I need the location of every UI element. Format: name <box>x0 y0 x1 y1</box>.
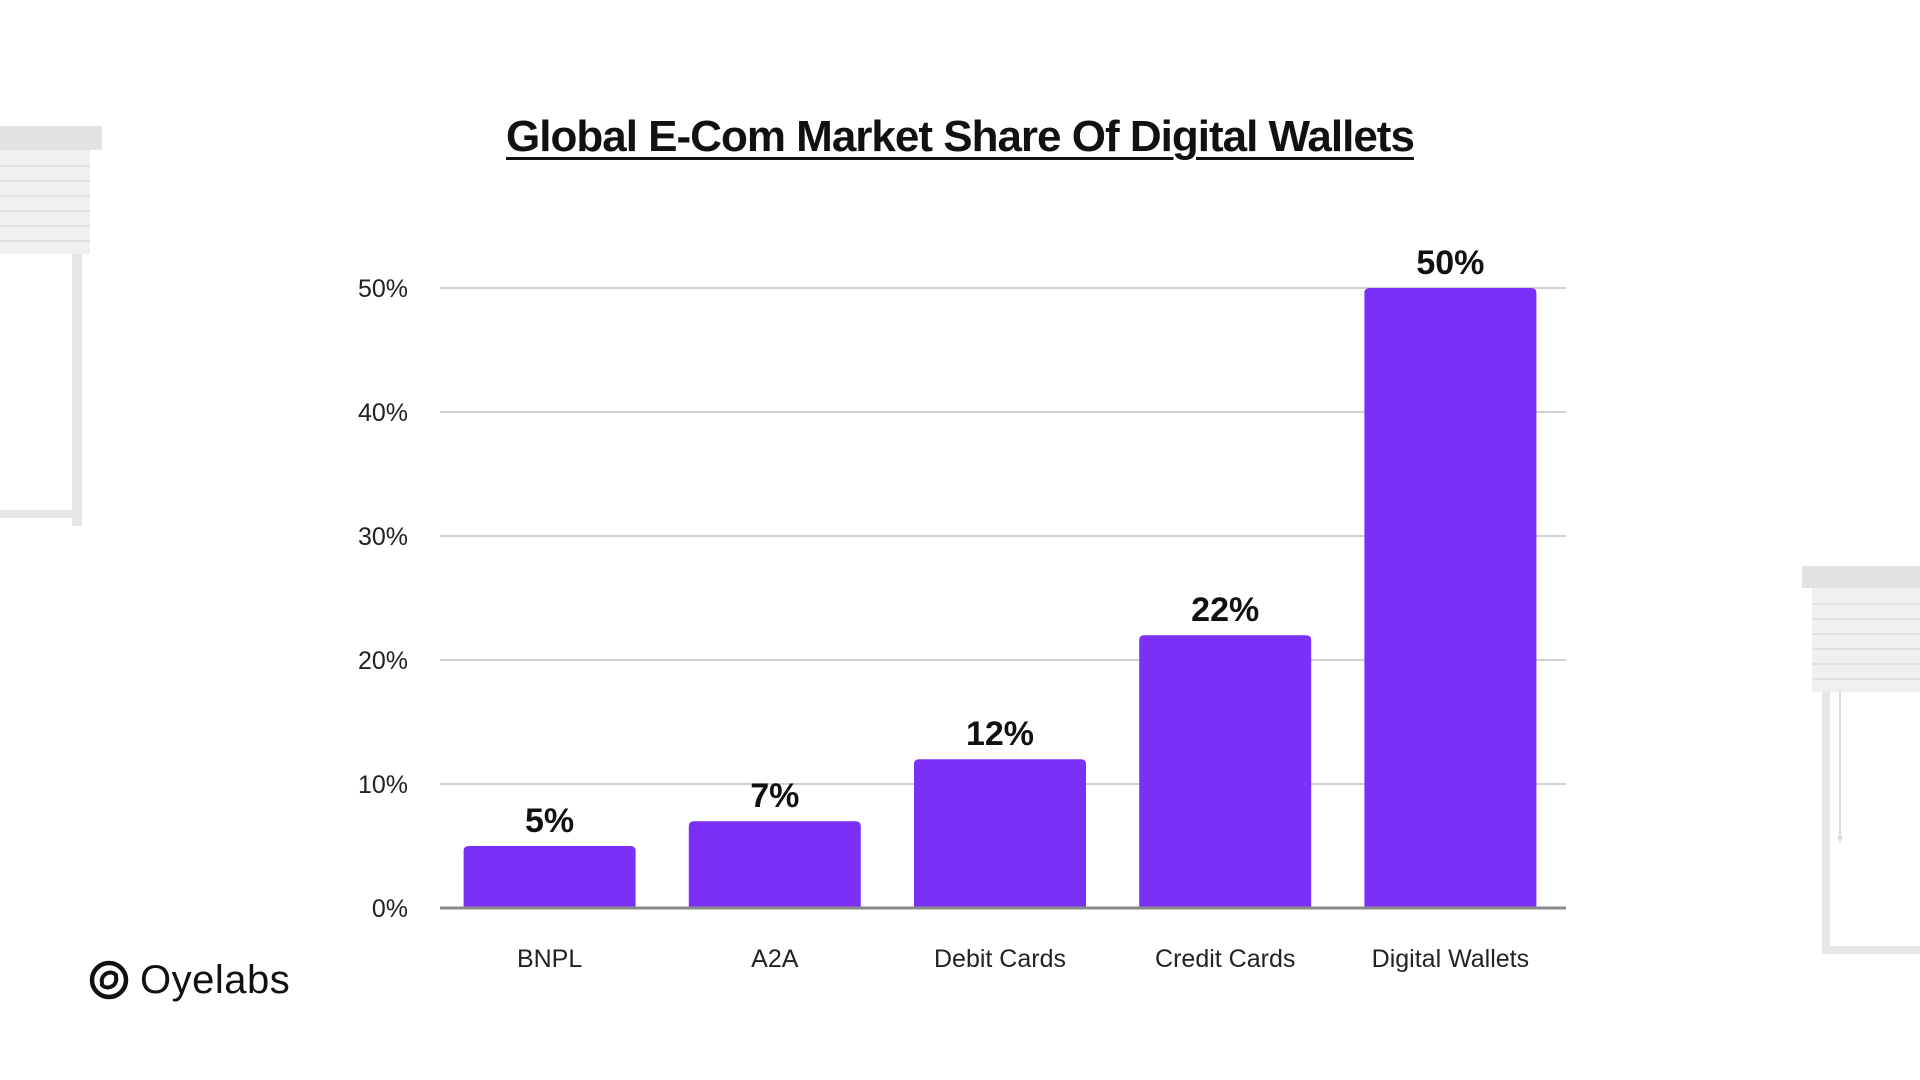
x-axis-category-labels: BNPL A2A Debit Cards Credit Cards Digital Wa… <box>517 945 1529 973</box>
data-labels: 5% 7% 12% 22% 50% <box>525 244 1484 840</box>
data-label: 22% <box>1191 591 1259 629</box>
y-tick-label: 0% <box>372 895 408 923</box>
x-category-label: BNPL <box>517 945 582 973</box>
chart-title: Global E-Com Market Share Of Digital Wal… <box>506 112 1415 161</box>
window-blinds-decoration-left <box>0 126 102 526</box>
data-label: 50% <box>1416 244 1484 282</box>
x-category-label: Debit Cards <box>934 945 1066 973</box>
data-label: 7% <box>750 777 799 815</box>
brand-logo: Oyelabs <box>88 954 290 1006</box>
y-tick-label: 20% <box>358 647 408 675</box>
oyelabs-logo-icon <box>89 960 129 1000</box>
x-category-label: Credit Cards <box>1155 945 1295 973</box>
data-label: 12% <box>966 715 1034 753</box>
brand-name: Oyelabs <box>140 957 291 1002</box>
data-label: 5% <box>525 802 574 840</box>
y-tick-label: 50% <box>358 275 408 303</box>
bars <box>463 288 1537 908</box>
bar-digital-wallets <box>1364 288 1537 908</box>
x-category-label: A2A <box>751 945 799 973</box>
y-tick-label: 40% <box>358 399 408 427</box>
y-axis-tick-labels: 0% 10% 20% 30% 40% 50% <box>358 275 408 923</box>
x-category-label: Digital Wallets <box>1372 945 1529 973</box>
bar-debit-cards <box>914 759 1086 908</box>
window-blinds-decoration-right <box>1802 566 1920 954</box>
bar-bnpl <box>463 846 636 908</box>
bar-credit-cards <box>1139 635 1312 908</box>
bar-a2a <box>688 821 861 908</box>
y-tick-label: 30% <box>358 523 408 551</box>
y-tick-label: 10% <box>358 771 408 799</box>
